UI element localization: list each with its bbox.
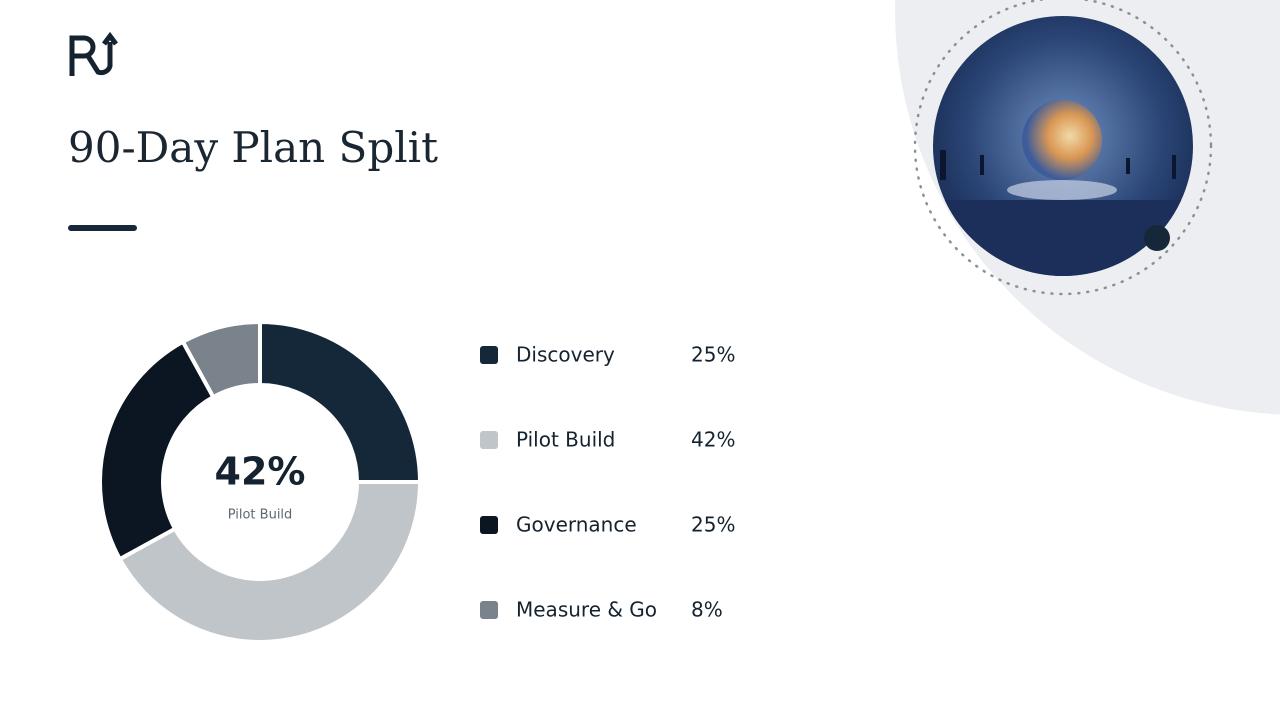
title-underline — [68, 225, 137, 231]
donut-segment — [180, 319, 262, 400]
legend-label: Governance — [516, 513, 637, 537]
legend-value: 25% — [691, 513, 735, 537]
donut-segment — [258, 319, 423, 484]
chart-title: 90-Day Plan Split — [68, 123, 438, 172]
legend-label: Measure & Go — [516, 598, 657, 622]
legend-swatch — [480, 431, 498, 449]
legend-swatch — [480, 346, 498, 364]
legend-swatch — [480, 601, 498, 619]
legend-value: 42% — [691, 428, 735, 452]
logo — [69, 31, 118, 76]
donut-chart — [98, 319, 423, 644]
center-label: Pilot Build — [228, 508, 293, 523]
dotted-ring — [913, 0, 1213, 296]
legend-value: 25% — [691, 343, 735, 367]
legend-value: 8% — [691, 598, 723, 622]
center-value: 42% — [215, 450, 306, 494]
accent-dot — [1144, 225, 1170, 251]
donut-segment — [117, 480, 423, 644]
legend-label: Discovery — [516, 343, 615, 367]
legend-label: Pilot Build — [516, 428, 615, 452]
legend-swatch — [480, 516, 498, 534]
legend: Discovery 25% Pilot Build 42% Governance 25% M… — [480, 343, 735, 622]
donut-segment — [98, 339, 216, 562]
